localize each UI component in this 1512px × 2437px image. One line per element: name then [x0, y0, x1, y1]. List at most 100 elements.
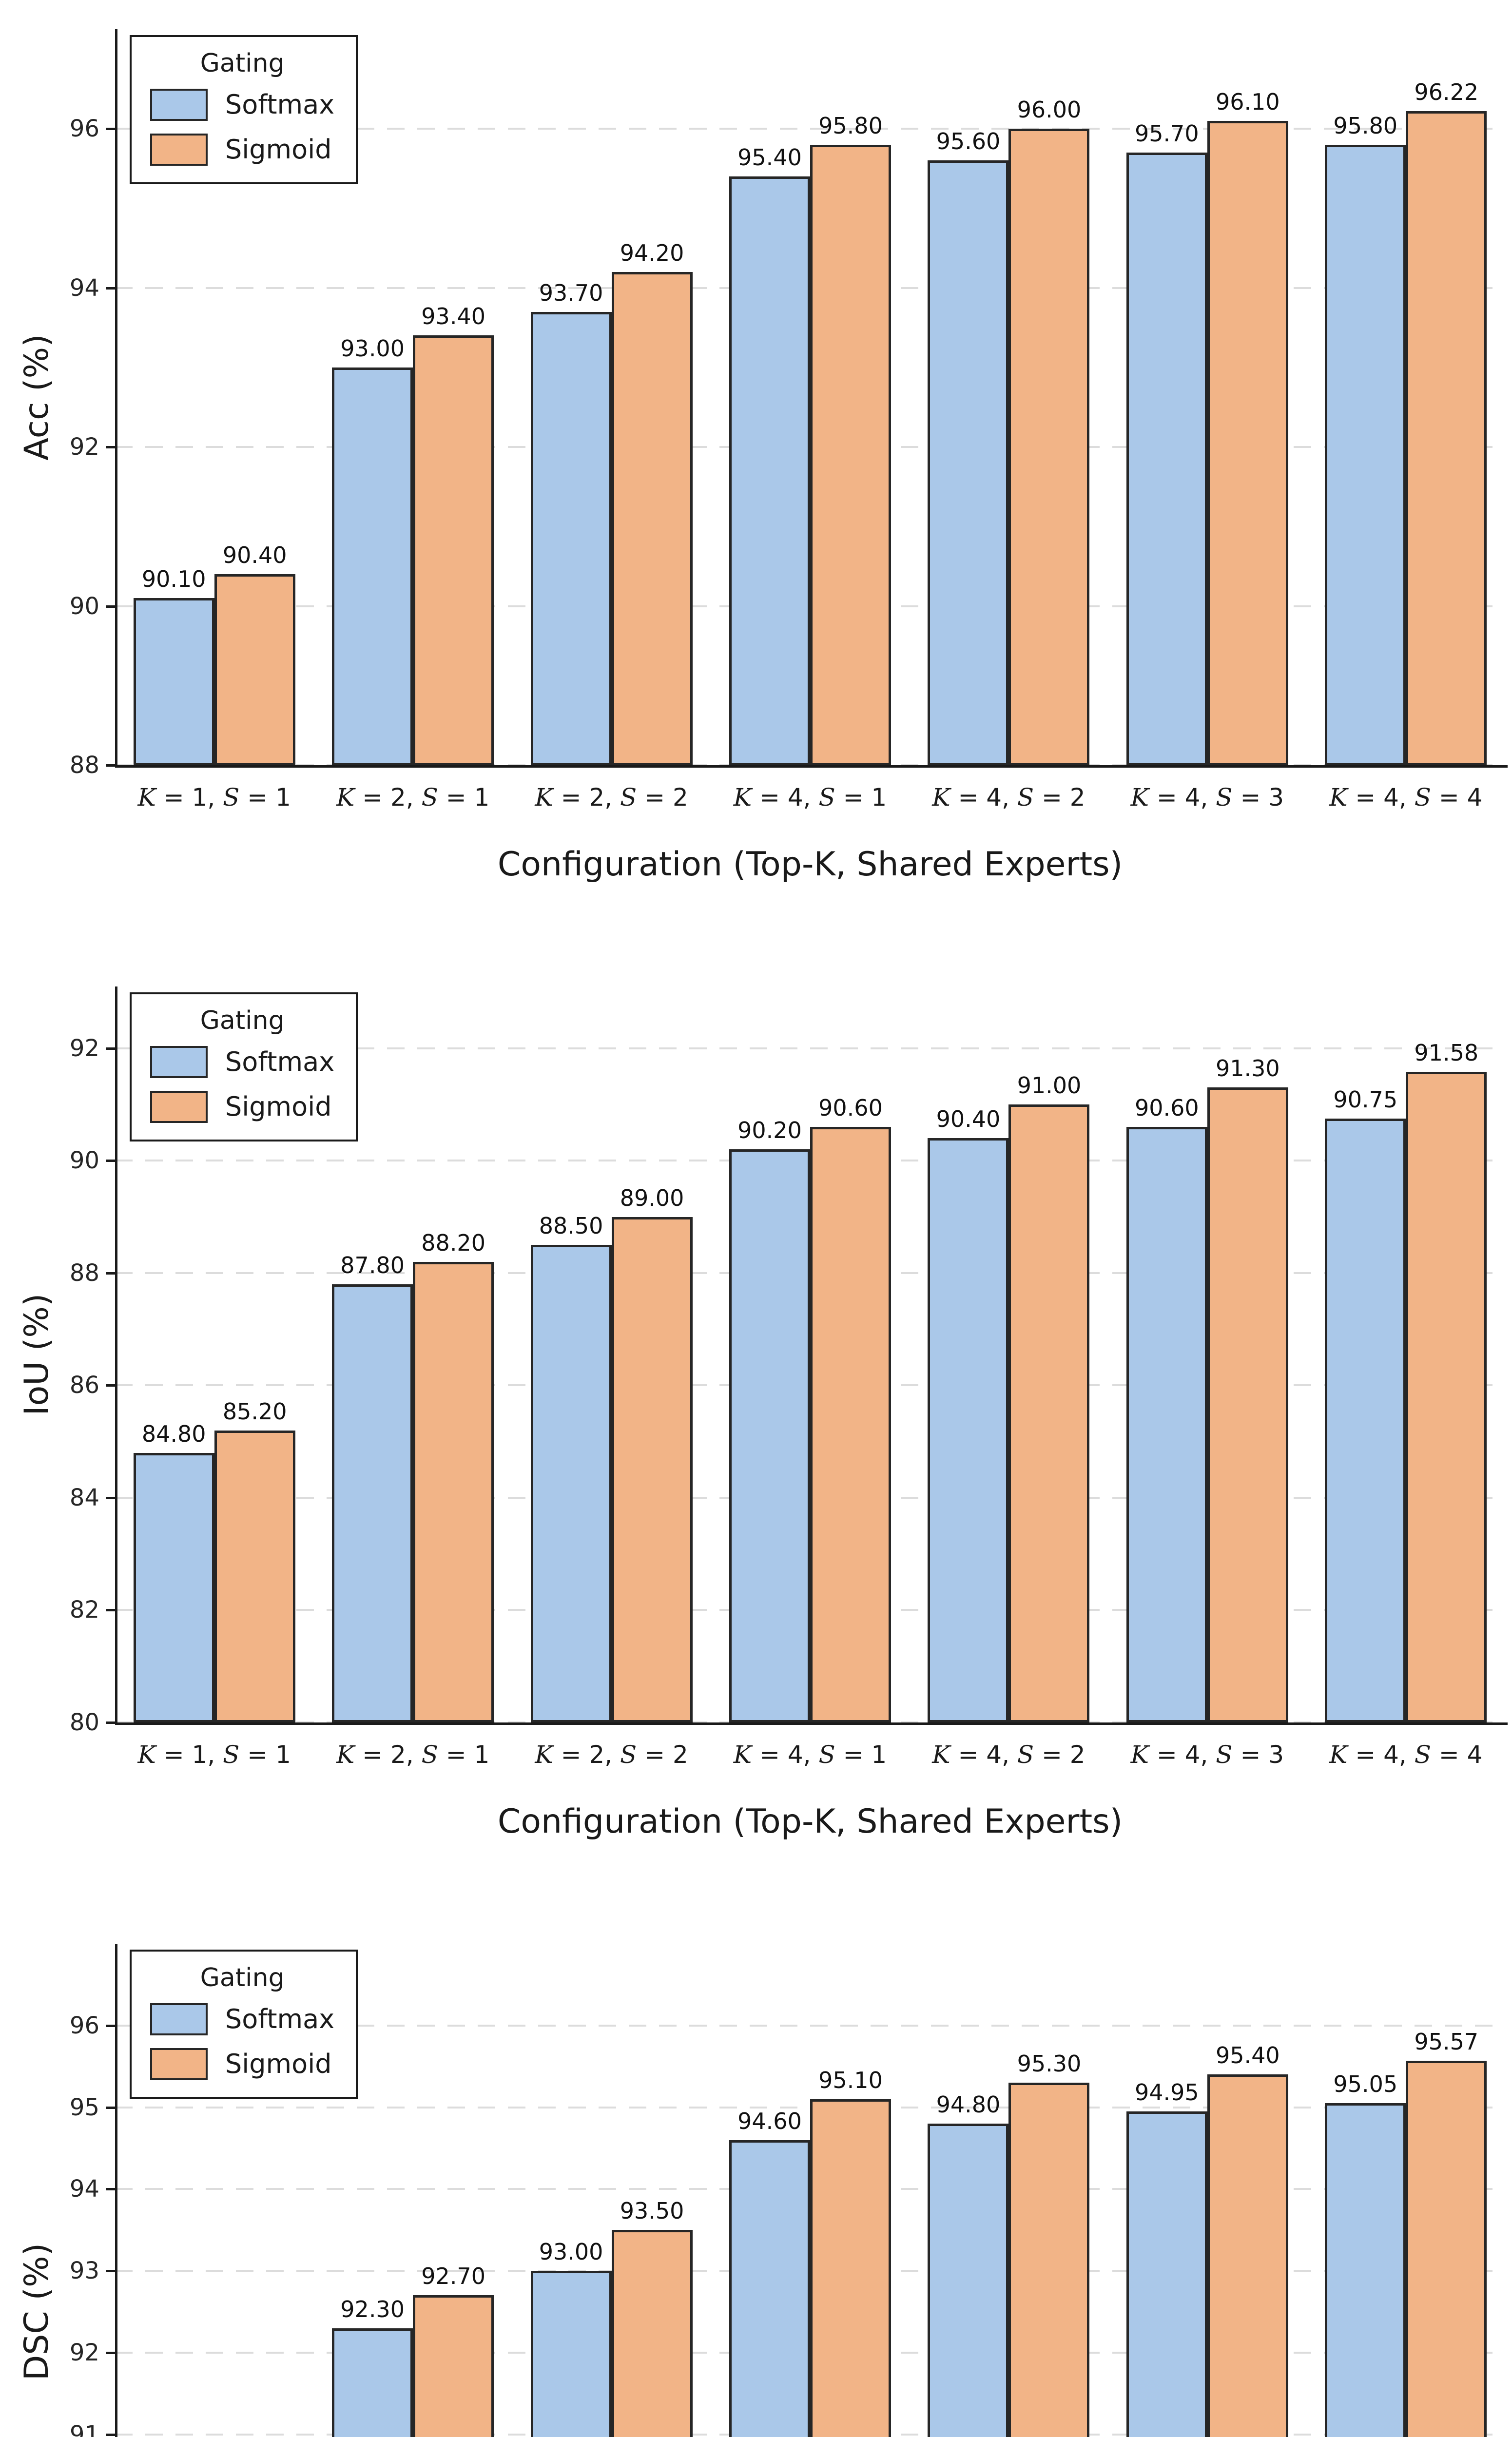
bar-value-label: 90.60 [1134, 1095, 1199, 1122]
bar-sigmoid [1008, 2083, 1090, 2437]
bar-value-label: 96.00 [1017, 97, 1082, 123]
bar-softmax [530, 1245, 612, 1722]
legend-entry-softmax: Softmax [150, 89, 334, 121]
legend: Gating Softmax Sigmoid [130, 992, 358, 1141]
bar-value-label: 96.10 [1215, 88, 1280, 115]
bar-sigmoid [810, 2099, 891, 2437]
y-tick-mark [106, 764, 115, 767]
bar-softmax [332, 367, 413, 765]
legend-label: Sigmoid [225, 2049, 332, 2079]
x-tick-label: K = 4, S = 2 [932, 1741, 1086, 1769]
y-tick-label: 95 [69, 2093, 99, 2121]
bar-value-label: 94.60 [737, 2108, 802, 2134]
y-tick-mark [106, 2188, 115, 2191]
legend-swatch-softmax [150, 1046, 208, 1078]
y-tick-mark [106, 2433, 115, 2436]
axis-spine-left [115, 29, 117, 768]
bar-softmax [332, 2328, 413, 2437]
y-tick-label: 92 [69, 2339, 99, 2366]
bar-softmax [1325, 144, 1406, 765]
x-tick-label: K = 1, S = 1 [137, 783, 291, 812]
x-tick-label: K = 4, S = 1 [733, 783, 887, 812]
bar-value-label: 90.40 [222, 542, 287, 569]
y-tick-mark [106, 1496, 115, 1499]
bar-sigmoid [413, 2295, 494, 2437]
bar-sigmoid [214, 574, 295, 765]
y-tick-mark [106, 605, 115, 608]
y-tick-mark [106, 1272, 115, 1275]
bar-sigmoid [1207, 2074, 1288, 2437]
legend-entry-sigmoid: Sigmoid [150, 134, 334, 166]
y-tick-mark [106, 2024, 115, 2027]
y-tick-label: 93 [69, 2257, 99, 2285]
bar-value-label: 88.50 [539, 1213, 603, 1239]
bar-sigmoid [214, 1430, 295, 1722]
bar-value-label: 95.30 [1017, 2050, 1082, 2077]
gridline [115, 2024, 1505, 2027]
bar-value-label: 90.40 [936, 1106, 1001, 1133]
bar-value-label: 90.20 [737, 1117, 802, 1144]
bar-value-label: 95.57 [1414, 2028, 1479, 2055]
bar-value-label: 95.60 [936, 128, 1001, 155]
bar-sigmoid [810, 144, 891, 765]
bar-value-label: 94.20 [620, 239, 684, 266]
bar-value-label: 95.40 [1215, 2042, 1280, 2069]
axis-spine-left [115, 986, 117, 1725]
bar-softmax [1325, 1118, 1406, 1722]
bar-sigmoid [413, 1261, 494, 1722]
y-tick-label: 88 [69, 752, 99, 779]
bar-value-label: 90.75 [1333, 1086, 1398, 1113]
x-axis-label: Configuration (Top-K, Shared Experts) [497, 1802, 1123, 1841]
chart-acc: 88 90 92 94 96 90.10 90.40 K = 1, S = 1 93.00 93.… [0, 0, 1512, 957]
y-tick-label: 82 [69, 1596, 99, 1624]
bar-softmax [729, 2140, 810, 2437]
legend-swatch-softmax [150, 89, 208, 121]
axis-spine-left [115, 1944, 117, 2437]
x-tick-label: K = 2, S = 2 [535, 783, 688, 812]
x-tick-label: K = 4, S = 2 [932, 783, 1086, 812]
bar-value-label: 95.80 [818, 112, 883, 139]
bar-softmax [1325, 2103, 1406, 2437]
legend: Gating Softmax Sigmoid [130, 35, 358, 184]
axis-spine-bottom [115, 765, 1508, 768]
y-tick-mark [106, 2106, 115, 2109]
bar-softmax [133, 598, 214, 765]
bar-sigmoid [413, 335, 494, 765]
legend-label: Softmax [225, 89, 335, 120]
bar-softmax [729, 1149, 810, 1722]
bar-softmax [928, 160, 1009, 765]
x-tick-label: K = 2, S = 1 [336, 1741, 490, 1769]
x-tick-label: K = 4, S = 3 [1130, 1741, 1284, 1769]
legend-swatch-sigmoid [150, 134, 208, 166]
bar-value-label: 96.22 [1414, 79, 1479, 106]
bar-value-label: 84.80 [141, 1420, 206, 1447]
bar-value-label: 88.20 [421, 1229, 485, 1256]
bar-sigmoid [1406, 2060, 1487, 2437]
bar-value-label: 94.80 [936, 2091, 1001, 2118]
bar-softmax [1126, 1127, 1207, 1722]
y-tick-label: 96 [69, 2011, 99, 2039]
bar-value-label: 95.10 [818, 2067, 883, 2093]
bar-softmax [133, 1452, 214, 1722]
legend-entry-softmax: Softmax [150, 1046, 334, 1078]
y-tick-label: 90 [69, 592, 99, 620]
legend-swatch-sigmoid [150, 2048, 208, 2080]
y-tick-mark [106, 2351, 115, 2354]
bar-value-label: 89.00 [620, 1184, 684, 1211]
legend-entry-sigmoid: Sigmoid [150, 2048, 334, 2080]
legend-label: Softmax [225, 1046, 335, 1077]
bar-value-label: 93.00 [539, 2239, 603, 2265]
y-tick-label: 92 [69, 433, 99, 461]
y-axis-label: Acc (%) [18, 334, 56, 461]
y-axis-label: IoU (%) [18, 1293, 56, 1416]
y-tick-label: 96 [69, 115, 99, 143]
y-tick-mark [106, 1160, 115, 1162]
bar-value-label: 91.00 [1017, 1072, 1082, 1099]
legend-title: Gating [200, 49, 285, 78]
axis-spine-bottom [115, 1722, 1508, 1725]
x-tick-label: K = 4, S = 1 [733, 1741, 887, 1769]
bar-sigmoid [1008, 129, 1090, 765]
y-tick-label: 94 [69, 2175, 99, 2203]
y-tick-mark [106, 1047, 115, 1050]
